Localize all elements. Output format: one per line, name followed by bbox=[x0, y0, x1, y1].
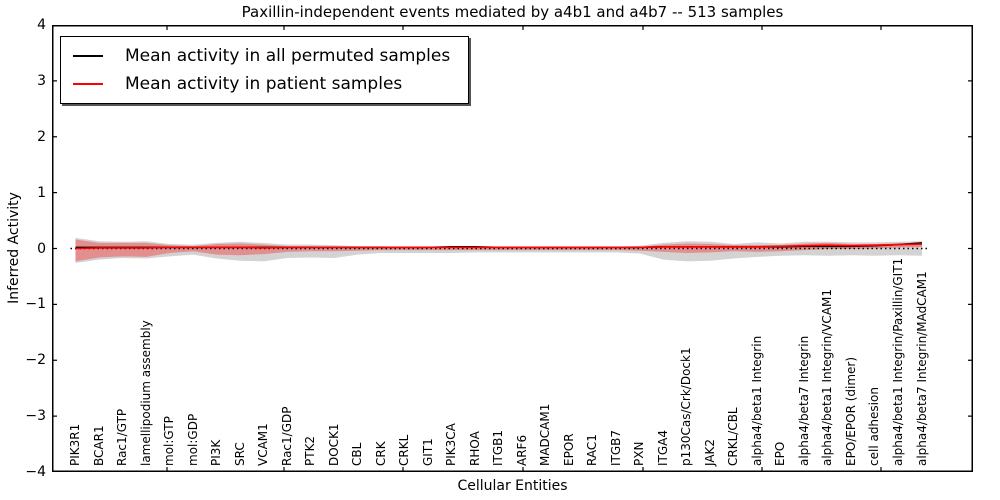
x-tick-label: CRKL bbox=[397, 434, 412, 466]
y-tick-label: −3 bbox=[25, 408, 46, 425]
x-tick-label: alpha4/beta1 Integrin bbox=[749, 335, 764, 466]
x-tick-label: alpha4/beta1 Integrin/VCAM1 bbox=[820, 289, 835, 466]
chart-title: Paxillin-independent events mediated by … bbox=[241, 3, 784, 21]
x-tick-label: ARF6 bbox=[514, 434, 529, 466]
x-tick-label: Rac1/GTP bbox=[115, 408, 130, 466]
y-tick-label: −4 bbox=[25, 464, 46, 480]
x-tick-label: RAC1 bbox=[585, 434, 600, 466]
x-tick-label: alpha4/beta1 Integrin/Paxillin/GIT1 bbox=[890, 257, 905, 466]
x-tick-label: alpha4/beta7 Integrin bbox=[796, 335, 811, 466]
permuted-band bbox=[75, 237, 922, 264]
x-tick-label: ITGB1 bbox=[491, 429, 506, 466]
x-tick-label: SRC bbox=[232, 442, 247, 466]
permuted-line-swatch bbox=[73, 55, 103, 57]
x-axis-title: Cellular Entities bbox=[457, 478, 568, 494]
x-tick-label: PXN bbox=[632, 441, 647, 466]
y-tick-label: 3 bbox=[37, 72, 46, 89]
legend-label-patient: Mean activity in patient samples bbox=[125, 74, 403, 94]
x-tick-label: mol:GDP bbox=[185, 413, 200, 466]
x-tick-label: lamellipodium assembly bbox=[138, 320, 153, 466]
y-tick-label: 0 bbox=[37, 240, 46, 257]
x-tick-label: EPOR bbox=[561, 433, 576, 466]
x-tick-label: ITGA4 bbox=[655, 429, 670, 466]
y-tick-label: −2 bbox=[25, 352, 46, 369]
x-tick-label: alpha4/beta7 Integrin/MAdCAM1 bbox=[914, 271, 929, 466]
x-tick-label: PIK3R1 bbox=[68, 423, 82, 466]
plot-canvas bbox=[52, 25, 973, 472]
axes-frame bbox=[52, 25, 973, 472]
plot-area bbox=[52, 25, 973, 472]
x-tick-label: BCAR1 bbox=[91, 425, 106, 466]
x-tick-label: CRKL/CBL bbox=[726, 407, 741, 466]
x-tick-label: EPO/EPOR (dimer) bbox=[843, 356, 858, 466]
x-tick-label: RHOA bbox=[467, 431, 482, 466]
x-tick-label: GIT1 bbox=[420, 438, 435, 466]
x-tick-label: DOCK1 bbox=[326, 423, 341, 466]
x-tick-label: p130Cas/Crk/Dock1 bbox=[679, 347, 694, 466]
x-tick-label: PIK3CA bbox=[444, 423, 459, 466]
legend-item-patient: Mean activity in patient samples bbox=[73, 70, 450, 98]
x-tick-label: mol:GTP bbox=[162, 416, 177, 466]
x-tick-label: VCAM1 bbox=[256, 423, 271, 466]
patient-mean-line bbox=[75, 243, 923, 250]
patient-line-swatch bbox=[73, 83, 103, 85]
x-tick-label: cell adhesion bbox=[867, 387, 882, 466]
legend-label-permuted: Mean activity in all permuted samples bbox=[125, 46, 451, 66]
x-tick-label: EPO bbox=[773, 441, 788, 466]
legend-item-permuted: Mean activity in all permuted samples bbox=[73, 42, 450, 70]
y-tick-label: 4 bbox=[37, 17, 46, 33]
x-tick-label: PI3K bbox=[209, 439, 224, 466]
x-tick-label: PTK2 bbox=[303, 435, 318, 466]
x-tick-label: CBL bbox=[350, 442, 365, 466]
y-tick-label: 1 bbox=[37, 184, 46, 201]
x-tick-label: JAK2 bbox=[702, 438, 717, 466]
x-tick-label: ITGB7 bbox=[608, 429, 623, 466]
y-tick-label: −1 bbox=[25, 296, 46, 313]
y-tick-label: 2 bbox=[37, 128, 46, 145]
legend: Mean activity in all permuted samples Me… bbox=[60, 36, 470, 104]
x-tick-label: MADCAM1 bbox=[538, 403, 553, 466]
patient-band bbox=[75, 239, 922, 262]
x-tick-label: Rac1/GDP bbox=[279, 406, 294, 466]
x-tick-label: CRK bbox=[373, 441, 388, 466]
